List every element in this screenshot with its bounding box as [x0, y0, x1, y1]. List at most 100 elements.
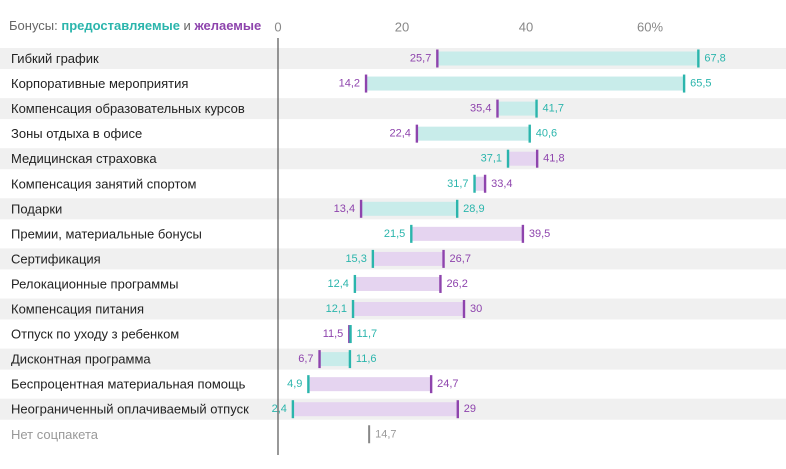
desired-marker [439, 274, 442, 293]
row-label: Беспроцентная материальная помощь [11, 377, 246, 392]
row-band [0, 348, 786, 370]
legend-prefix: Бонусы: [9, 18, 58, 33]
range-bar [411, 226, 523, 241]
range-bar [366, 76, 685, 91]
range-bar [437, 51, 699, 66]
range-bar [361, 201, 458, 216]
value-label-low: 12,4 [327, 278, 348, 290]
value-label-high: 30 [470, 303, 482, 315]
range-bar [354, 276, 441, 291]
no-package-marker [368, 425, 371, 444]
provided-marker [371, 249, 375, 268]
value-label-high: 24,7 [437, 378, 458, 390]
no-package-label: Нет соцпакета [11, 427, 99, 442]
value-label-high: 26,2 [446, 278, 467, 290]
range-bar [308, 377, 432, 392]
row-label: Медицинская страховка [11, 151, 157, 166]
provided-marker [291, 400, 295, 419]
value-label-high: 65,5 [690, 78, 711, 90]
row-label: Гибкий график [11, 51, 99, 66]
no-package-value: 14,7 [375, 428, 396, 440]
value-label-low: 2,4 [272, 403, 287, 415]
value-label-high: 28,9 [463, 203, 484, 215]
provided-marker [535, 99, 538, 118]
row-label: Корпоративные мероприятия [11, 76, 188, 91]
value-label-high: 11,7 [357, 328, 378, 340]
value-label-low: 6,7 [298, 353, 313, 365]
desired-marker [462, 300, 466, 318]
range-bar [508, 151, 538, 166]
provided-marker [353, 274, 357, 293]
row-label: Отпуск по уходу з ребенком [11, 327, 179, 342]
desired-marker [535, 149, 539, 168]
row-label: Релокационные программы [11, 276, 178, 291]
value-label-low: 31,7 [447, 178, 468, 190]
value-label-high: 39,5 [529, 228, 550, 240]
desired-marker [318, 350, 321, 369]
legend-desired: желаемые [194, 18, 262, 33]
chart-legend: Бонусы: предоставляемые и желаемые [9, 18, 261, 33]
value-label-low: 12,1 [326, 303, 347, 315]
value-label-high: 41,7 [543, 103, 564, 115]
row-label: Зоны отдыха в офисе [11, 126, 142, 141]
value-label-low: 22,4 [389, 128, 410, 140]
x-tick-label: 20 [395, 20, 409, 35]
value-label-low: 13,4 [334, 203, 355, 215]
desired-marker [364, 74, 368, 93]
provided-marker [348, 350, 352, 369]
desired-marker [456, 400, 459, 419]
value-label-low: 15,3 [345, 253, 366, 265]
desired-marker [442, 249, 445, 268]
legend-provided: предоставляемые [61, 18, 180, 33]
range-bar [474, 176, 486, 191]
value-label-high: 67,8 [704, 53, 725, 65]
row-band [0, 98, 786, 120]
provided-marker [351, 300, 355, 318]
value-label-low: 11,5 [323, 328, 344, 340]
value-label-low: 35,4 [470, 103, 491, 115]
range-bar [497, 101, 537, 116]
provided-marker [697, 49, 700, 68]
row-label: Компенсация занятий спортом [11, 176, 197, 191]
desired-marker [436, 49, 439, 68]
value-label-low: 21,5 [384, 228, 405, 240]
value-label-low: 4,9 [287, 378, 302, 390]
row-label: Неограниченный оплачиваемый отпуск [11, 402, 249, 417]
range-bar [372, 251, 444, 266]
x-tick-label: 60% [637, 20, 663, 35]
row-band [0, 148, 786, 170]
value-label-high: 40,6 [536, 128, 557, 140]
value-label-high: 41,8 [543, 153, 564, 165]
value-label-low: 14,2 [339, 78, 360, 90]
value-label-low: 37,1 [481, 153, 502, 165]
legend-joiner: и [183, 18, 191, 33]
value-label-high: 33,4 [491, 178, 512, 190]
provided-marker [682, 74, 686, 93]
value-label-high: 26,7 [450, 253, 471, 265]
desired-marker [415, 124, 419, 143]
provided-marker [506, 149, 510, 168]
provided-marker [473, 174, 476, 193]
value-label-high: 11,6 [356, 353, 377, 365]
range-bar [353, 302, 464, 316]
desired-marker [483, 174, 487, 193]
provided-marker [528, 124, 531, 143]
row-label: Премии, материальные бонусы [11, 226, 202, 241]
row-label: Дисконтная программа [11, 352, 151, 367]
row-label: Сертификация [11, 251, 101, 266]
row-label: Подарки [11, 201, 62, 216]
desired-marker [496, 99, 499, 118]
desired-marker [429, 375, 433, 394]
provided-marker [349, 325, 352, 344]
range-bar [319, 352, 350, 367]
desired-marker [521, 224, 525, 243]
value-label-low: 25,7 [410, 53, 431, 65]
range-bar [292, 402, 458, 417]
x-tick-label: 40 [519, 20, 533, 35]
range-bar [416, 126, 530, 141]
row-label: Компенсация образовательных курсов [11, 101, 245, 116]
provided-marker [307, 375, 310, 394]
x-tick-label: 0 [274, 20, 281, 35]
desired-marker [348, 325, 351, 344]
